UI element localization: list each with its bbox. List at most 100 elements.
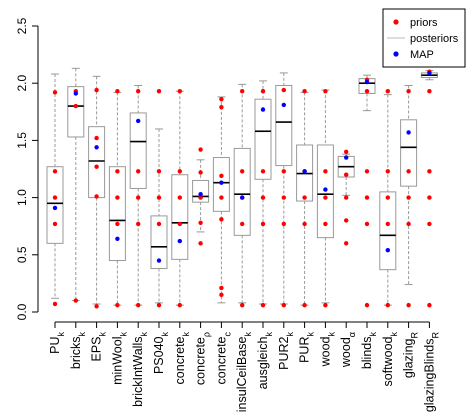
map-point xyxy=(344,155,349,160)
prior-point xyxy=(260,89,266,94)
box-3 xyxy=(108,91,126,306)
prior-point xyxy=(52,90,58,95)
prior-point xyxy=(344,195,349,200)
y-tick-label: 1.0 xyxy=(15,189,29,206)
prior-point xyxy=(219,292,224,298)
map-point xyxy=(427,70,432,76)
prior-point xyxy=(240,89,245,94)
map-point xyxy=(260,107,266,112)
box-9 xyxy=(233,83,251,304)
box-10 xyxy=(254,80,272,305)
box-17 xyxy=(400,84,418,286)
prior-point xyxy=(344,218,349,223)
prior-point xyxy=(219,195,224,200)
prior-point xyxy=(136,169,141,174)
box-iqr xyxy=(108,166,126,262)
prior-point xyxy=(427,89,432,94)
y-tick-label: 1.5 xyxy=(15,132,29,149)
prior-point xyxy=(156,169,162,174)
legend-entry-0: priors xyxy=(393,17,438,29)
box-iqr xyxy=(379,191,397,271)
prior-point xyxy=(260,195,266,200)
prior-point xyxy=(406,221,411,227)
prior-point xyxy=(302,195,307,200)
prior-point xyxy=(219,217,224,222)
box-iqr xyxy=(129,112,147,189)
map-point xyxy=(115,236,120,241)
prior-point xyxy=(281,87,286,93)
map-point xyxy=(219,180,224,185)
box-4 xyxy=(129,84,147,306)
category-label: bricksk xyxy=(69,332,87,370)
box-1 xyxy=(67,67,85,302)
legend-label: posteriors xyxy=(410,33,459,45)
prior-point xyxy=(177,302,182,308)
prior-point xyxy=(406,195,411,200)
prior-point xyxy=(115,302,120,308)
prior-point xyxy=(115,195,120,200)
prior-point xyxy=(323,221,328,227)
prior-point xyxy=(177,169,182,174)
map-point xyxy=(136,118,141,124)
map-point xyxy=(385,248,390,253)
y-tick-label: 0.5 xyxy=(15,246,29,263)
prior-point xyxy=(156,89,162,94)
prior-point xyxy=(344,172,349,177)
box-15 xyxy=(358,74,376,112)
prior-point xyxy=(240,169,245,174)
prior-point xyxy=(427,169,432,174)
legend-entry-1: posteriors xyxy=(387,33,459,45)
prior-point xyxy=(385,89,390,94)
prior-point xyxy=(136,221,141,227)
map-point xyxy=(73,91,79,96)
prior-point xyxy=(302,221,307,227)
prior-point xyxy=(219,285,224,291)
prior-point xyxy=(344,149,349,155)
prior-point xyxy=(260,302,266,308)
prior-point xyxy=(136,89,141,94)
prior-point xyxy=(240,221,245,227)
map-point xyxy=(198,191,203,197)
category-label: concretek xyxy=(173,332,191,385)
box-6 xyxy=(171,90,189,306)
box-iqr xyxy=(275,84,293,167)
prior-point xyxy=(219,105,224,110)
box-14 xyxy=(337,153,355,196)
prior-point xyxy=(198,147,203,152)
prior-point xyxy=(364,195,370,200)
prior-point xyxy=(385,302,390,308)
category-label: PUR2k xyxy=(277,332,295,370)
prior-point xyxy=(364,302,370,308)
prior-point xyxy=(115,89,120,94)
prior-point xyxy=(323,169,328,174)
box-2 xyxy=(88,75,106,305)
category-label: brickIntWallsk xyxy=(131,332,149,407)
y-axis: 0.0 0.5 1.0 1.5 2.0 2.5 xyxy=(15,17,39,320)
map-point xyxy=(323,187,328,192)
map-point xyxy=(364,79,370,85)
prior-point xyxy=(323,302,328,308)
boxes xyxy=(46,67,438,306)
prior-point xyxy=(198,170,203,175)
prior-point xyxy=(52,169,58,174)
category-label: blindsk xyxy=(360,332,378,370)
map-point xyxy=(406,130,411,135)
prior-point xyxy=(281,302,286,308)
box-16 xyxy=(379,94,397,306)
category-label: concretec xyxy=(214,332,232,385)
box-iqr xyxy=(254,98,272,180)
prior-point xyxy=(427,302,432,308)
points xyxy=(52,69,432,309)
prior-point xyxy=(177,221,182,227)
prior-point xyxy=(219,173,224,179)
prior-point xyxy=(73,298,79,303)
prior-point xyxy=(156,221,162,227)
category-label: glazingBlindsR xyxy=(422,332,440,413)
prior-point xyxy=(260,169,266,174)
prior-point xyxy=(156,195,162,200)
category-label: EPSk xyxy=(90,332,108,362)
prior-point xyxy=(94,304,99,309)
prior-point xyxy=(156,302,162,308)
prior-point xyxy=(136,195,141,200)
